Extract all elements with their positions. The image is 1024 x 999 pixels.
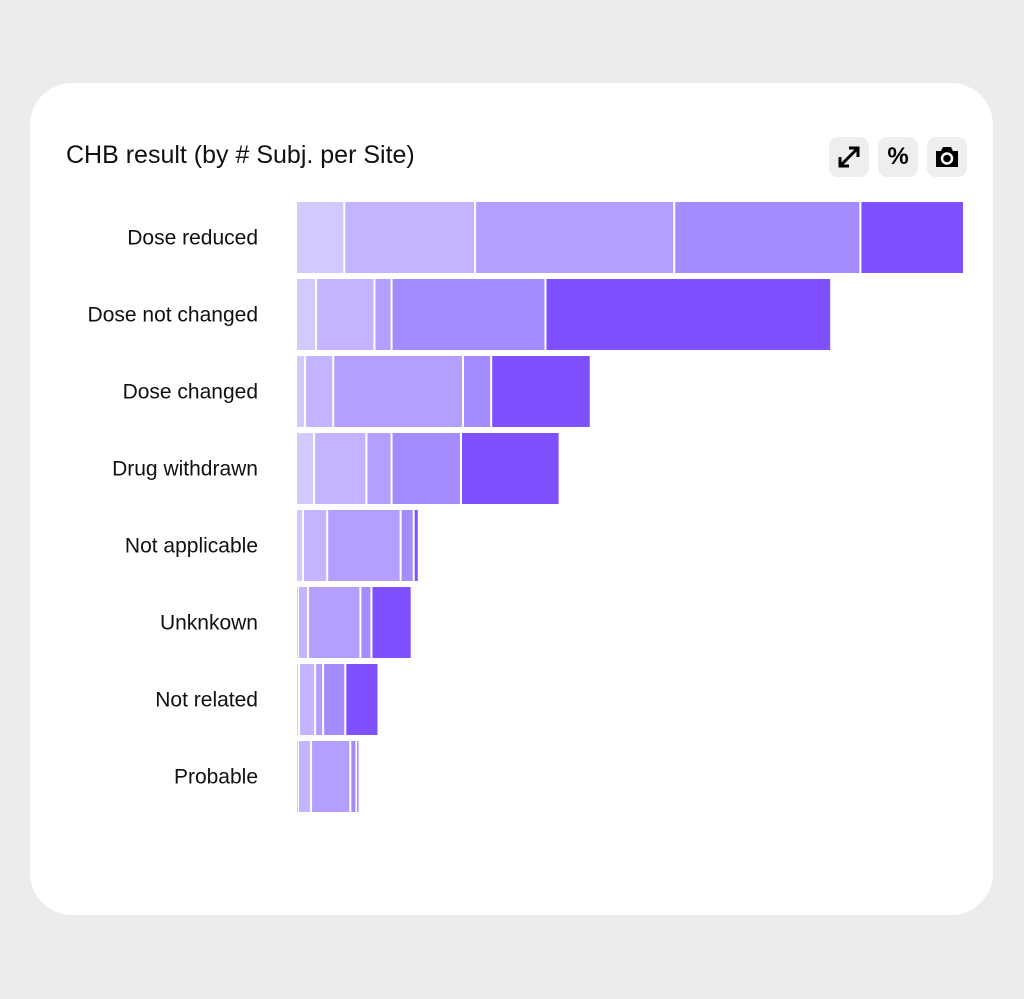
bar-segment[interactable] (464, 356, 491, 427)
chart-toolbar: % (829, 137, 967, 177)
bar-segment[interactable] (297, 202, 344, 273)
percent-button[interactable]: % (878, 137, 918, 177)
bar-segment[interactable] (401, 510, 413, 581)
bar-segment[interactable] (316, 664, 323, 735)
bar-segment[interactable] (492, 356, 590, 427)
bar-segment[interactable] (309, 587, 360, 658)
bar-segment[interactable] (297, 587, 298, 658)
bar-segment[interactable] (304, 510, 327, 581)
bar-segment[interactable] (312, 741, 350, 812)
bar-segment[interactable] (414, 510, 418, 581)
bar-segment[interactable] (315, 433, 366, 504)
bar-segment[interactable] (297, 741, 298, 812)
bar-segment[interactable] (346, 664, 378, 735)
bar-segment[interactable] (345, 202, 475, 273)
percent-icon: % (887, 143, 909, 170)
bar-segment[interactable] (546, 279, 831, 350)
category-label: Dose not changed (88, 304, 258, 327)
bar-segment[interactable] (334, 356, 462, 427)
bar-segment[interactable] (328, 510, 400, 581)
category-label: Drug withdrawn (112, 458, 258, 481)
bar-segment[interactable] (367, 433, 391, 504)
bar-segment[interactable] (306, 356, 333, 427)
bar-segment[interactable] (297, 433, 314, 504)
category-label: Dose changed (123, 381, 258, 404)
bar-segment[interactable] (461, 433, 559, 504)
camera-icon (936, 147, 958, 167)
bar-segment[interactable] (317, 279, 374, 350)
screenshot-button[interactable] (927, 137, 967, 177)
bar-segment[interactable] (361, 587, 371, 658)
bar-segment[interactable] (392, 433, 460, 504)
bar-segment[interactable] (476, 202, 674, 273)
category-label: Dose reduced (127, 227, 258, 250)
bar-segment[interactable] (375, 279, 391, 350)
category-label: Not related (155, 689, 258, 712)
bar-segment[interactable] (299, 741, 311, 812)
bar-segment[interactable] (299, 587, 308, 658)
bar-segment[interactable] (300, 664, 315, 735)
bar-segment[interactable] (372, 587, 411, 658)
category-label: Unknkown (160, 612, 258, 635)
bar-segment[interactable] (392, 279, 545, 350)
bar-segment[interactable] (675, 202, 860, 273)
bar-segment[interactable] (297, 510, 303, 581)
bar-segment[interactable] (357, 741, 359, 812)
bar-segment[interactable] (297, 664, 299, 735)
bar-segment[interactable] (297, 356, 305, 427)
bar-segment[interactable] (351, 741, 356, 812)
expand-button[interactable] (829, 137, 869, 177)
bar-segment[interactable] (861, 202, 963, 273)
category-label: Not applicable (125, 535, 258, 558)
bar-segment[interactable] (297, 279, 316, 350)
category-label: Probable (174, 766, 258, 789)
bar-segment[interactable] (324, 664, 345, 735)
expand-icon (838, 146, 860, 168)
chart-title: CHB result (by # Subj. per Site) (66, 141, 415, 169)
